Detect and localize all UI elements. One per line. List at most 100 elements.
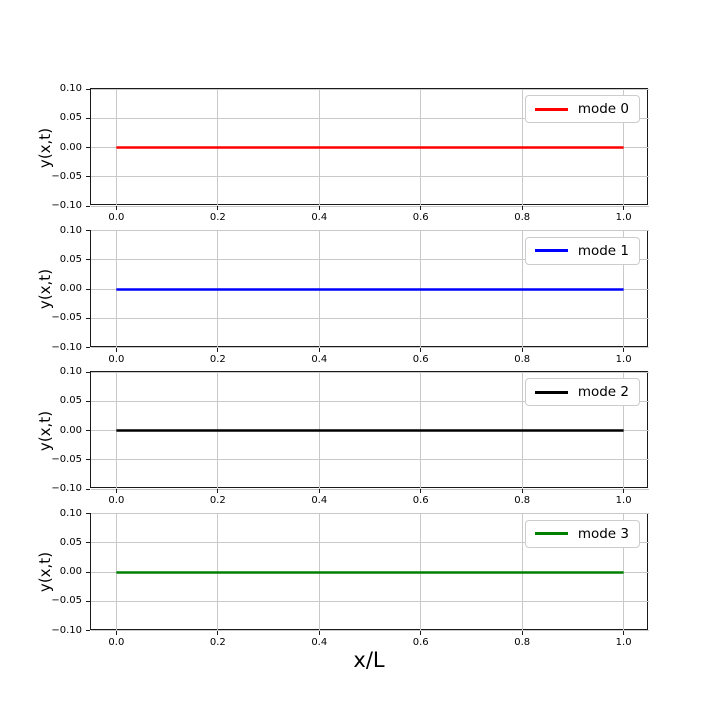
y-tick-label: −0.10: [51, 624, 82, 636]
x-tick-mark: [115, 347, 117, 352]
y-tick-mark: [86, 205, 90, 207]
grid-line-horizontal: [91, 117, 649, 119]
grid-line-horizontal: [91, 347, 649, 348]
y-axis-label: y(x,t): [36, 127, 54, 168]
grid-line-horizontal: [91, 542, 649, 544]
y-tick-mark: [86, 513, 90, 514]
subplot-mode-3: 0.0 0.2 0.4 0.6 0.8 1.0 0.10 0.05 0.00 −0.05 −0.10…: [36, 508, 649, 648]
y-tick-mark: [86, 147, 90, 148]
x-tick-mark: [623, 206, 625, 210]
x-tick-mark: [217, 630, 219, 635]
legend-label: mode 3: [577, 525, 629, 542]
x-tick-mark: [521, 206, 523, 210]
subplot-mode-0: 0.0 0.2 0.4 0.6 0.8 1.0 0.10 0.05 0.00 −0.05 −0.10…: [36, 83, 649, 223]
y-tick-label: 0.10: [59, 366, 82, 377]
x-tick-label: 0.4: [311, 495, 328, 506]
y-tick-mark: [86, 117, 90, 119]
legend: mode 0: [524, 95, 640, 123]
x-tick-mark: [217, 347, 219, 352]
y-tick-mark: [86, 176, 90, 178]
x-tick-mark: [318, 206, 320, 210]
grid-line-horizontal: [91, 630, 649, 631]
y-tick-mark: [86, 371, 90, 373]
grid-line-horizontal: [91, 205, 649, 207]
x-tick-mark: [420, 630, 422, 635]
x-tick-label: 0.6: [412, 495, 429, 506]
y-tick-mark: [86, 600, 90, 602]
x-tick-label: 0.4: [311, 353, 328, 365]
y-tick-label: 0.00: [59, 283, 82, 294]
x-tick-label: 0.6: [412, 353, 429, 365]
y-tick-label: 0.10: [59, 224, 82, 236]
x-tick-mark: [623, 630, 625, 635]
y-tick-label: −0.05: [51, 595, 82, 607]
y-tick-label: 0.05: [59, 536, 82, 548]
y-tick-mark: [86, 347, 90, 348]
y-tick-label: 0.00: [59, 424, 82, 436]
legend-label: mode 0: [577, 101, 629, 117]
x-tick-mark: [420, 489, 422, 493]
grid-line-horizontal: [91, 400, 649, 402]
legend-label: mode 1: [577, 242, 629, 259]
x-tick-label: 0.0: [108, 212, 125, 223]
y-tick-label: 0.05: [59, 112, 82, 124]
grid-line-horizontal: [91, 176, 649, 178]
y-tick-label: 0.10: [59, 83, 82, 94]
x-tick-label: 0.8: [514, 636, 531, 648]
y-axis-label: y(x,t): [36, 268, 54, 310]
y-tick-label: 0.05: [59, 395, 82, 407]
x-tick-mark: [318, 489, 320, 493]
y-tick-mark: [86, 430, 90, 431]
y-tick-label: −0.10: [51, 200, 82, 211]
x-tick-label: 1.0: [615, 353, 632, 365]
legend-line-sample: [534, 249, 568, 252]
grid-line-horizontal: [91, 371, 649, 373]
subplot-mode-1: 0.0 0.2 0.4 0.6 0.8 1.0 0.10 0.05 0.00 −0.05 −0.10…: [36, 225, 649, 365]
x-tick-mark: [115, 630, 117, 635]
legend-line-sample: [534, 532, 568, 535]
x-tick-mark: [420, 347, 422, 352]
y-tick-label: 0.10: [59, 507, 82, 519]
y-tick-mark: [86, 630, 90, 631]
series-line-mode-2: [116, 429, 624, 432]
y-tick-label: −0.05: [51, 312, 82, 324]
x-tick-label: 0.2: [209, 636, 226, 648]
x-tick-label: 0.8: [514, 353, 531, 365]
legend: mode 2: [524, 378, 640, 406]
y-tick-label: 0.05: [59, 253, 82, 265]
y-tick-mark: [86, 230, 90, 231]
series-line-mode-1: [116, 287, 624, 291]
x-tick-label: 0.8: [514, 495, 531, 506]
y-tick-mark: [86, 571, 90, 573]
y-axis-label: y(x,t): [36, 410, 54, 451]
x-tick-mark: [318, 347, 320, 352]
x-tick-label: 0.8: [514, 212, 531, 223]
y-tick-mark: [86, 488, 90, 490]
y-tick-mark: [86, 542, 90, 544]
y-tick-mark: [86, 88, 90, 90]
y-tick-mark: [86, 459, 90, 461]
y-tick-mark: [86, 259, 90, 261]
x-tick-label: 1.0: [615, 495, 632, 506]
y-tick-mark: [86, 317, 90, 319]
series-line-mode-3: [116, 570, 624, 574]
grid-line-horizontal: [91, 88, 649, 90]
grid-line-horizontal: [91, 230, 649, 231]
legend-line-sample: [534, 390, 568, 394]
x-tick-label: 0.6: [412, 636, 429, 648]
x-tick-mark: [521, 347, 523, 352]
x-tick-mark: [217, 206, 219, 210]
x-tick-label: 0.2: [209, 353, 226, 365]
x-tick-mark: [623, 489, 625, 493]
x-tick-mark: [420, 206, 422, 210]
x-tick-label: 0.2: [209, 495, 226, 506]
x-tick-label: 0.0: [108, 353, 125, 365]
y-tick-label: −0.10: [51, 341, 82, 353]
x-tick-label: 1.0: [615, 212, 632, 223]
x-tick-label: 0.0: [108, 636, 125, 648]
x-tick-mark: [115, 489, 117, 493]
y-tick-mark: [86, 288, 90, 290]
x-tick-label: 0.6: [412, 212, 429, 223]
x-tick-mark: [318, 630, 320, 635]
